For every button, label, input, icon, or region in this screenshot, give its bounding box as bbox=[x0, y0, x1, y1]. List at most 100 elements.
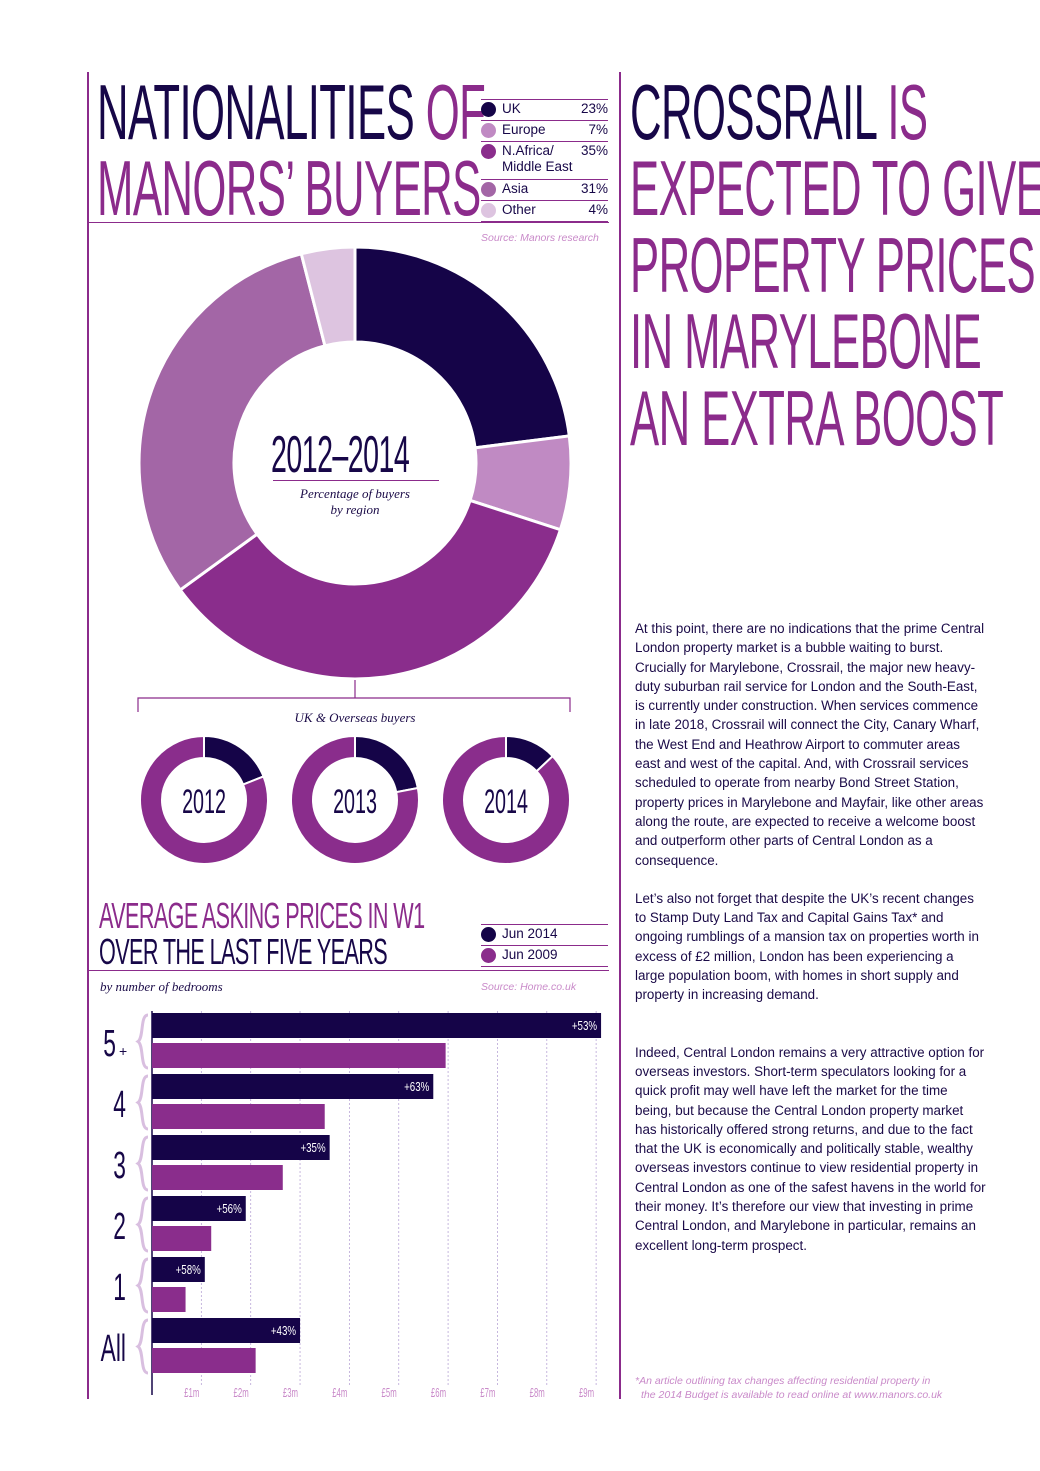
nationalities-title: NATIONALITIES OF MANORS’ BUYERS bbox=[97, 73, 486, 227]
prices-subtitle: by number of bedrooms bbox=[100, 979, 223, 994]
nationalities-source: Source: Manors research bbox=[481, 232, 599, 244]
article-paragraph: Let’s also not forget that despite the U… bbox=[635, 890, 979, 1003]
legend-label: Other bbox=[502, 202, 536, 217]
article-body: At this point, there are no indications … bbox=[635, 619, 987, 1274]
legend-swatch bbox=[481, 948, 496, 963]
x-tick-label: £6m bbox=[431, 1386, 446, 1400]
category-label-All: All bbox=[101, 1327, 126, 1369]
x-tick-label: £1m bbox=[184, 1386, 199, 1400]
category-brace bbox=[135, 1257, 149, 1314]
donut-center-subtitle: Percentage of buyers by region bbox=[255, 486, 455, 518]
category-brace bbox=[135, 1074, 149, 1131]
legend-swatch bbox=[481, 203, 496, 218]
bar-jun2009-2 bbox=[152, 1226, 212, 1251]
prices-legend: Jun 2014 Jun 2009 bbox=[481, 924, 608, 967]
bar-jun2014-2 bbox=[152, 1196, 246, 1221]
legend-label: UK bbox=[502, 101, 521, 116]
donut-slice-overseas-2012 bbox=[139, 734, 269, 865]
donut-slice-uk bbox=[353, 245, 571, 450]
crossrail-word: CROSSRAIL bbox=[630, 68, 876, 156]
donut-year-label-2013: 2013 bbox=[333, 782, 377, 820]
legend-value: 35% bbox=[580, 143, 608, 158]
center-rule bbox=[619, 72, 621, 1399]
category-brace bbox=[135, 1196, 149, 1253]
legend-label: Jun 2014 bbox=[502, 926, 558, 941]
category-label-4: 4 bbox=[113, 1083, 126, 1125]
legend-item-jun2014: Jun 2014 bbox=[481, 925, 608, 946]
x-tick-label: £2m bbox=[234, 1386, 249, 1400]
legend-item-europe: Europe 7% bbox=[481, 121, 608, 142]
title-purple-of: OF bbox=[425, 68, 486, 156]
title-dark: NATIONALITIES bbox=[97, 68, 415, 156]
donut-slice-asia bbox=[137, 251, 327, 593]
legend-swatch bbox=[481, 123, 496, 138]
title-divider bbox=[89, 222, 609, 223]
prices-divider bbox=[89, 970, 609, 971]
category-brace bbox=[135, 1318, 149, 1375]
crossrail-title: CROSSRAIL IS EXPECTED TO GIVE PROPERTY P… bbox=[630, 73, 1040, 457]
bar-jun2014-4 bbox=[152, 1074, 434, 1099]
legend-item-asia: Asia 31% bbox=[481, 180, 608, 201]
x-tick-label: £3m bbox=[283, 1386, 298, 1400]
legend-label: Europe bbox=[502, 122, 546, 137]
x-tick-label: £8m bbox=[530, 1386, 545, 1400]
category-label-5+: 5 bbox=[103, 1022, 116, 1064]
donut-year-label-2014: 2014 bbox=[484, 782, 528, 820]
subtitle-line-1: Percentage of buyers bbox=[300, 486, 410, 501]
legend-item-other: Other 4% bbox=[481, 201, 608, 222]
prices-title-line-2: OVER THE LAST FIVE YEARS bbox=[99, 931, 388, 972]
bar-jun2009-5+ bbox=[152, 1043, 446, 1068]
crossrail-line-5: AN EXTRA BOOST bbox=[630, 373, 1004, 462]
legend-value: 4% bbox=[588, 202, 608, 217]
category-label-plus: + bbox=[119, 1043, 127, 1059]
article-paragraph: At this point, there are no indications … bbox=[635, 621, 985, 868]
bar-jun2014-All bbox=[152, 1318, 301, 1343]
bar-growth-label-2: +56% bbox=[217, 1203, 242, 1217]
bar-growth-label-4: +63% bbox=[404, 1081, 429, 1095]
title-purple-buyers: MANORS’ BUYERS bbox=[97, 144, 481, 233]
uk-overseas-label: UK & Overseas buyers bbox=[294, 710, 416, 725]
bar-jun2009-4 bbox=[152, 1104, 325, 1129]
donut-slice-overseas-2014 bbox=[441, 734, 571, 865]
subtitle-line-2: by region bbox=[330, 502, 380, 517]
footnote-line-1: *An article outlining tax changes affect… bbox=[635, 1375, 931, 1387]
left-rule bbox=[87, 72, 89, 1399]
x-tick-label: £5m bbox=[382, 1386, 397, 1400]
category-brace bbox=[135, 1135, 149, 1192]
donut-center-title: 2012–2014 bbox=[271, 426, 410, 484]
donut-slice-other bbox=[299, 245, 357, 348]
crossrail-line-3: PROPERTY PRICES bbox=[630, 220, 1036, 309]
legend-label: Jun 2009 bbox=[502, 947, 558, 962]
legend-value: 31% bbox=[580, 181, 608, 196]
legend-label: N.Africa/ Middle East bbox=[502, 143, 573, 174]
bar-jun2014-1 bbox=[152, 1257, 205, 1282]
nationalities-donut bbox=[137, 245, 573, 681]
category-brace bbox=[135, 1013, 149, 1070]
prices-title-line-1: AVERAGE ASKING PRICES IN W1 bbox=[99, 895, 425, 936]
donut-center-rule bbox=[273, 480, 439, 481]
crossrail-line-4: IN MARYLEBONE bbox=[630, 297, 982, 386]
legend-item-nafrica: N.Africa/ Middle East 35% bbox=[481, 142, 608, 180]
prices-bar-chart: 5 + +53% 4 +63% 3 +35% 2 +56% 1 +58% All +43% £1m £2m £… bbox=[101, 1011, 602, 1400]
bar-jun2009-All bbox=[152, 1348, 256, 1373]
legend-value: 7% bbox=[588, 122, 608, 137]
legend-item-jun2009: Jun 2009 bbox=[481, 946, 608, 967]
legend-swatch bbox=[481, 927, 496, 942]
bar-growth-label-5+: +53% bbox=[572, 1020, 597, 1034]
legend-item-uk: UK 23% bbox=[481, 100, 608, 121]
bar-growth-label-3: +35% bbox=[300, 1142, 325, 1156]
legend-swatch bbox=[481, 182, 496, 197]
prices-source: Source: Home.co.uk bbox=[481, 981, 577, 993]
article-footnote: *An article outlining tax changes affect… bbox=[635, 1374, 995, 1402]
yearly-donuts: 2012 2013 2014 bbox=[139, 734, 571, 865]
legend-swatch bbox=[481, 102, 496, 117]
x-tick-label: £4m bbox=[332, 1386, 347, 1400]
donut-slice-overseas-2013 bbox=[290, 734, 420, 865]
donut-year-label-2012: 2012 bbox=[182, 782, 226, 820]
legend-value: 23% bbox=[580, 101, 608, 116]
bar-jun2009-3 bbox=[152, 1165, 283, 1190]
donut-slice-uk-2012 bbox=[203, 734, 265, 786]
crossrail-is: IS bbox=[887, 68, 928, 156]
prices-title: AVERAGE ASKING PRICES IN W1 OVER THE LAS… bbox=[99, 895, 425, 972]
donut-slice-n-africa-middle-east bbox=[178, 498, 563, 681]
